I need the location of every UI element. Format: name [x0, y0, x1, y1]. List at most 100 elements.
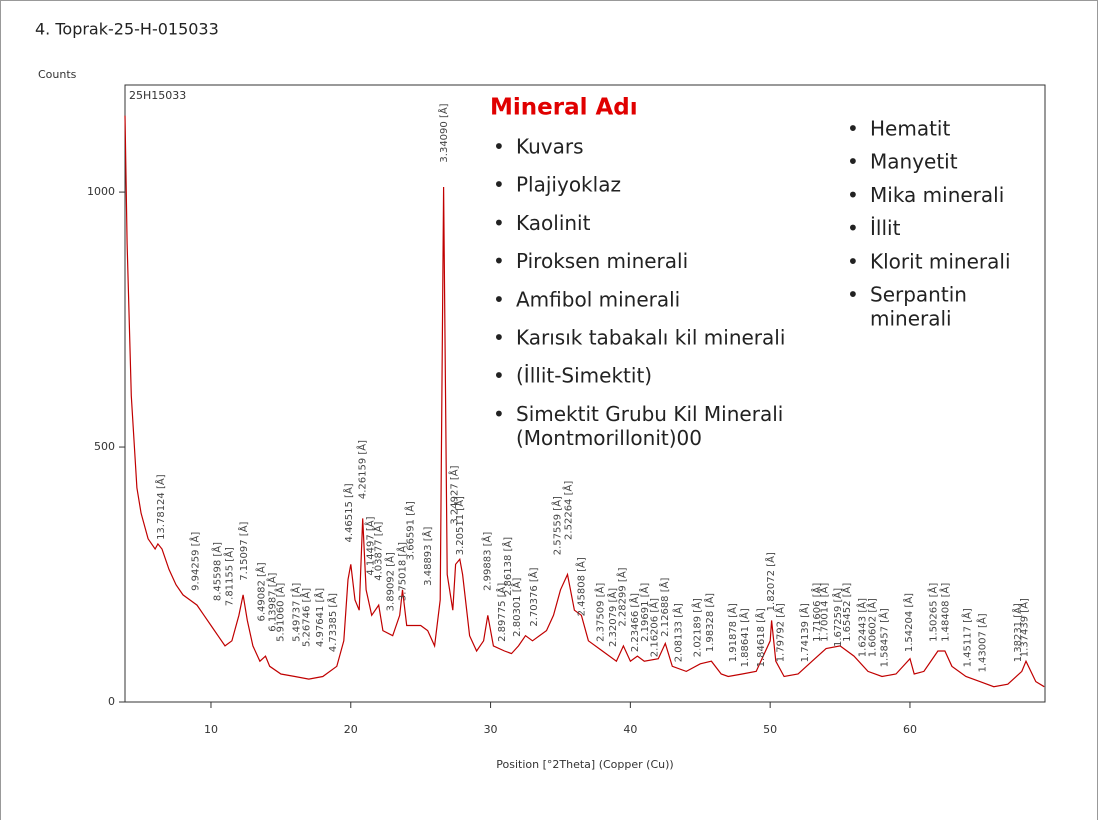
peak-label: 4.26159 [Å] [355, 440, 368, 499]
mineral-item: İllit [870, 216, 901, 240]
xrd-line [124, 115, 1045, 688]
peak-label: 1.71606 [Å] [810, 583, 823, 642]
peak-label: 2.70376 [Å] [527, 567, 540, 626]
peak-label: 1.45117 [Å] [961, 608, 974, 667]
peak-label: 1.65452 [Å] [840, 583, 853, 642]
bullet: • [493, 173, 505, 197]
peak-label: 2.45808 [Å] [575, 557, 588, 616]
peak-label: 2.99883 [Å] [480, 532, 493, 591]
peak-label: 1.48408 [Å] [938, 583, 951, 642]
y-axis-label: Counts [38, 68, 77, 81]
peak-label: 2.16206 [Å] [648, 598, 661, 657]
peak-label: 4.03877 [Å] [372, 521, 385, 580]
peak-label: 2.80301 [Å] [510, 578, 523, 637]
bullet: • [493, 326, 505, 350]
sample-label: 25H15033 [129, 89, 186, 102]
peak-label: 7.15097 [Å] [237, 521, 250, 580]
peak-label: 1.84618 [Å] [754, 608, 767, 667]
mineral-item: Mika minerali [870, 183, 1004, 207]
peak-label: 3.48893 [Å] [421, 527, 434, 586]
y-tick-label: 0 [108, 695, 115, 708]
peak-label: 1.62443 [Å] [856, 598, 869, 657]
x-tick-label: 40 [623, 723, 637, 736]
mineral-item: (İllit-Simektit) [516, 364, 652, 388]
page-title: 4. Toprak-25-H-015033 [35, 20, 219, 39]
peak-label: 1.54204 [Å] [902, 593, 915, 652]
peak-label: 1.82072 [Å] [764, 552, 777, 611]
peak-label: 1.37439 [Å] [1017, 598, 1030, 657]
x-tick-label: 60 [903, 723, 917, 736]
peak-label: 3.34090 [Å] [437, 103, 450, 162]
peak-label: 2.89775 [Å] [495, 583, 508, 642]
mineral-item: Amfibol minerali [516, 287, 680, 311]
x-tick-label: 20 [344, 723, 358, 736]
peak-label: 1.50265 [Å] [926, 583, 939, 642]
peak-label: 3.20511 [Å] [453, 496, 466, 555]
peak-label: 2.28299 [Å] [616, 567, 629, 626]
bullet: • [847, 117, 859, 141]
peak-label: 2.12688 [Å] [658, 578, 671, 637]
mineral-item: Hematit [870, 117, 950, 141]
peak-label: 4.14497 [Å] [364, 516, 377, 575]
peak-label: 2.19691 [Å] [638, 583, 651, 642]
peak-label: 5.91060 [Å] [274, 583, 287, 642]
mineral-item: Manyetit [870, 150, 958, 174]
peak-label: 1.67259 [Å] [831, 588, 844, 647]
bullet: • [847, 183, 859, 207]
x-tick-label: 30 [484, 723, 498, 736]
peak-label: 3.66591 [Å] [403, 501, 416, 560]
peak-label: 1.88641 [Å] [738, 608, 751, 667]
mineral-item: Serpantin [870, 283, 967, 307]
peak-label: 3.75018 [Å] [396, 542, 409, 601]
y-tick-label: 500 [94, 440, 115, 453]
peak-label: 5.49737 [Å] [289, 583, 302, 642]
x-axis-label: Position [°2Theta] (Copper (Cu)) [496, 758, 673, 771]
peak-label: 1.70014 [Å] [817, 583, 830, 642]
mineral-item: (Montmorillonit)00 [516, 426, 702, 450]
peak-label: 2.52264 [Å] [561, 481, 574, 540]
plot-frame [124, 84, 1046, 703]
peak-label: 4.73385 [Å] [326, 593, 339, 652]
peak-label: 9.94259 [Å] [188, 532, 201, 591]
peak-label: 2.37509 [Å] [593, 583, 606, 642]
y-tick-label: 1000 [87, 185, 115, 198]
peak-label: 8.45598 [Å] [210, 542, 223, 601]
peak-label: 4.97641 [Å] [313, 588, 326, 647]
peak-label: 13.78124 [Å] [154, 474, 167, 540]
bullet: • [847, 150, 859, 174]
peak-label: 1.91878 [Å] [726, 603, 739, 662]
bullet: • [493, 135, 505, 159]
peak-label: 2.23466 [Å] [628, 593, 641, 652]
peak-label: 1.79792 [Å] [774, 603, 787, 662]
bullet: • [847, 249, 859, 273]
peak-label: 2.57559 [Å] [551, 496, 564, 555]
peak-label: 1.38231 [Å] [1011, 603, 1024, 662]
peak-label: 3.89092 [Å] [383, 552, 396, 611]
peak-label: 6.49082 [Å] [255, 562, 268, 621]
bullet: • [493, 287, 505, 311]
bullet: • [493, 249, 505, 273]
bullet: • [493, 402, 505, 426]
bullet: • [847, 283, 859, 307]
peak-label: 1.60602 [Å] [866, 598, 879, 657]
peak-label: 2.32079 [Å] [606, 588, 619, 647]
peak-label: 3.24927 [Å] [448, 465, 461, 524]
peak-label: 1.43007 [Å] [975, 613, 988, 672]
peak-label: 2.86138 [Å] [501, 537, 514, 596]
peak-label: 7.81155 [Å] [222, 547, 235, 606]
peak-label: 4.46515 [Å] [342, 483, 355, 542]
mineral-item: minerali [870, 307, 952, 331]
x-tick-label: 10 [204, 723, 218, 736]
mineral-item: Klorit minerali [870, 249, 1011, 273]
peak-label: 6.13987 [Å] [266, 572, 279, 631]
mineral-item: Kaolinit [516, 211, 591, 235]
mineral-item: Simektit Grubu Kil Minerali [516, 402, 783, 426]
peak-label: 1.58457 [Å] [877, 608, 890, 667]
peak-label: 5.26746 [Å] [299, 588, 312, 647]
peak-label: 1.98328 [Å] [703, 593, 716, 652]
bullet: • [493, 364, 505, 388]
mineral-item: Plajiyoklaz [516, 173, 621, 197]
mineral-item: Piroksen minerali [516, 249, 688, 273]
